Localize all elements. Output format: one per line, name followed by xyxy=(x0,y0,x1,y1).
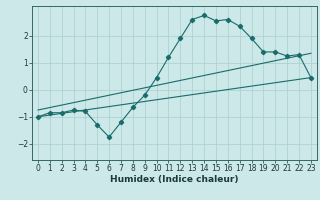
X-axis label: Humidex (Indice chaleur): Humidex (Indice chaleur) xyxy=(110,175,239,184)
